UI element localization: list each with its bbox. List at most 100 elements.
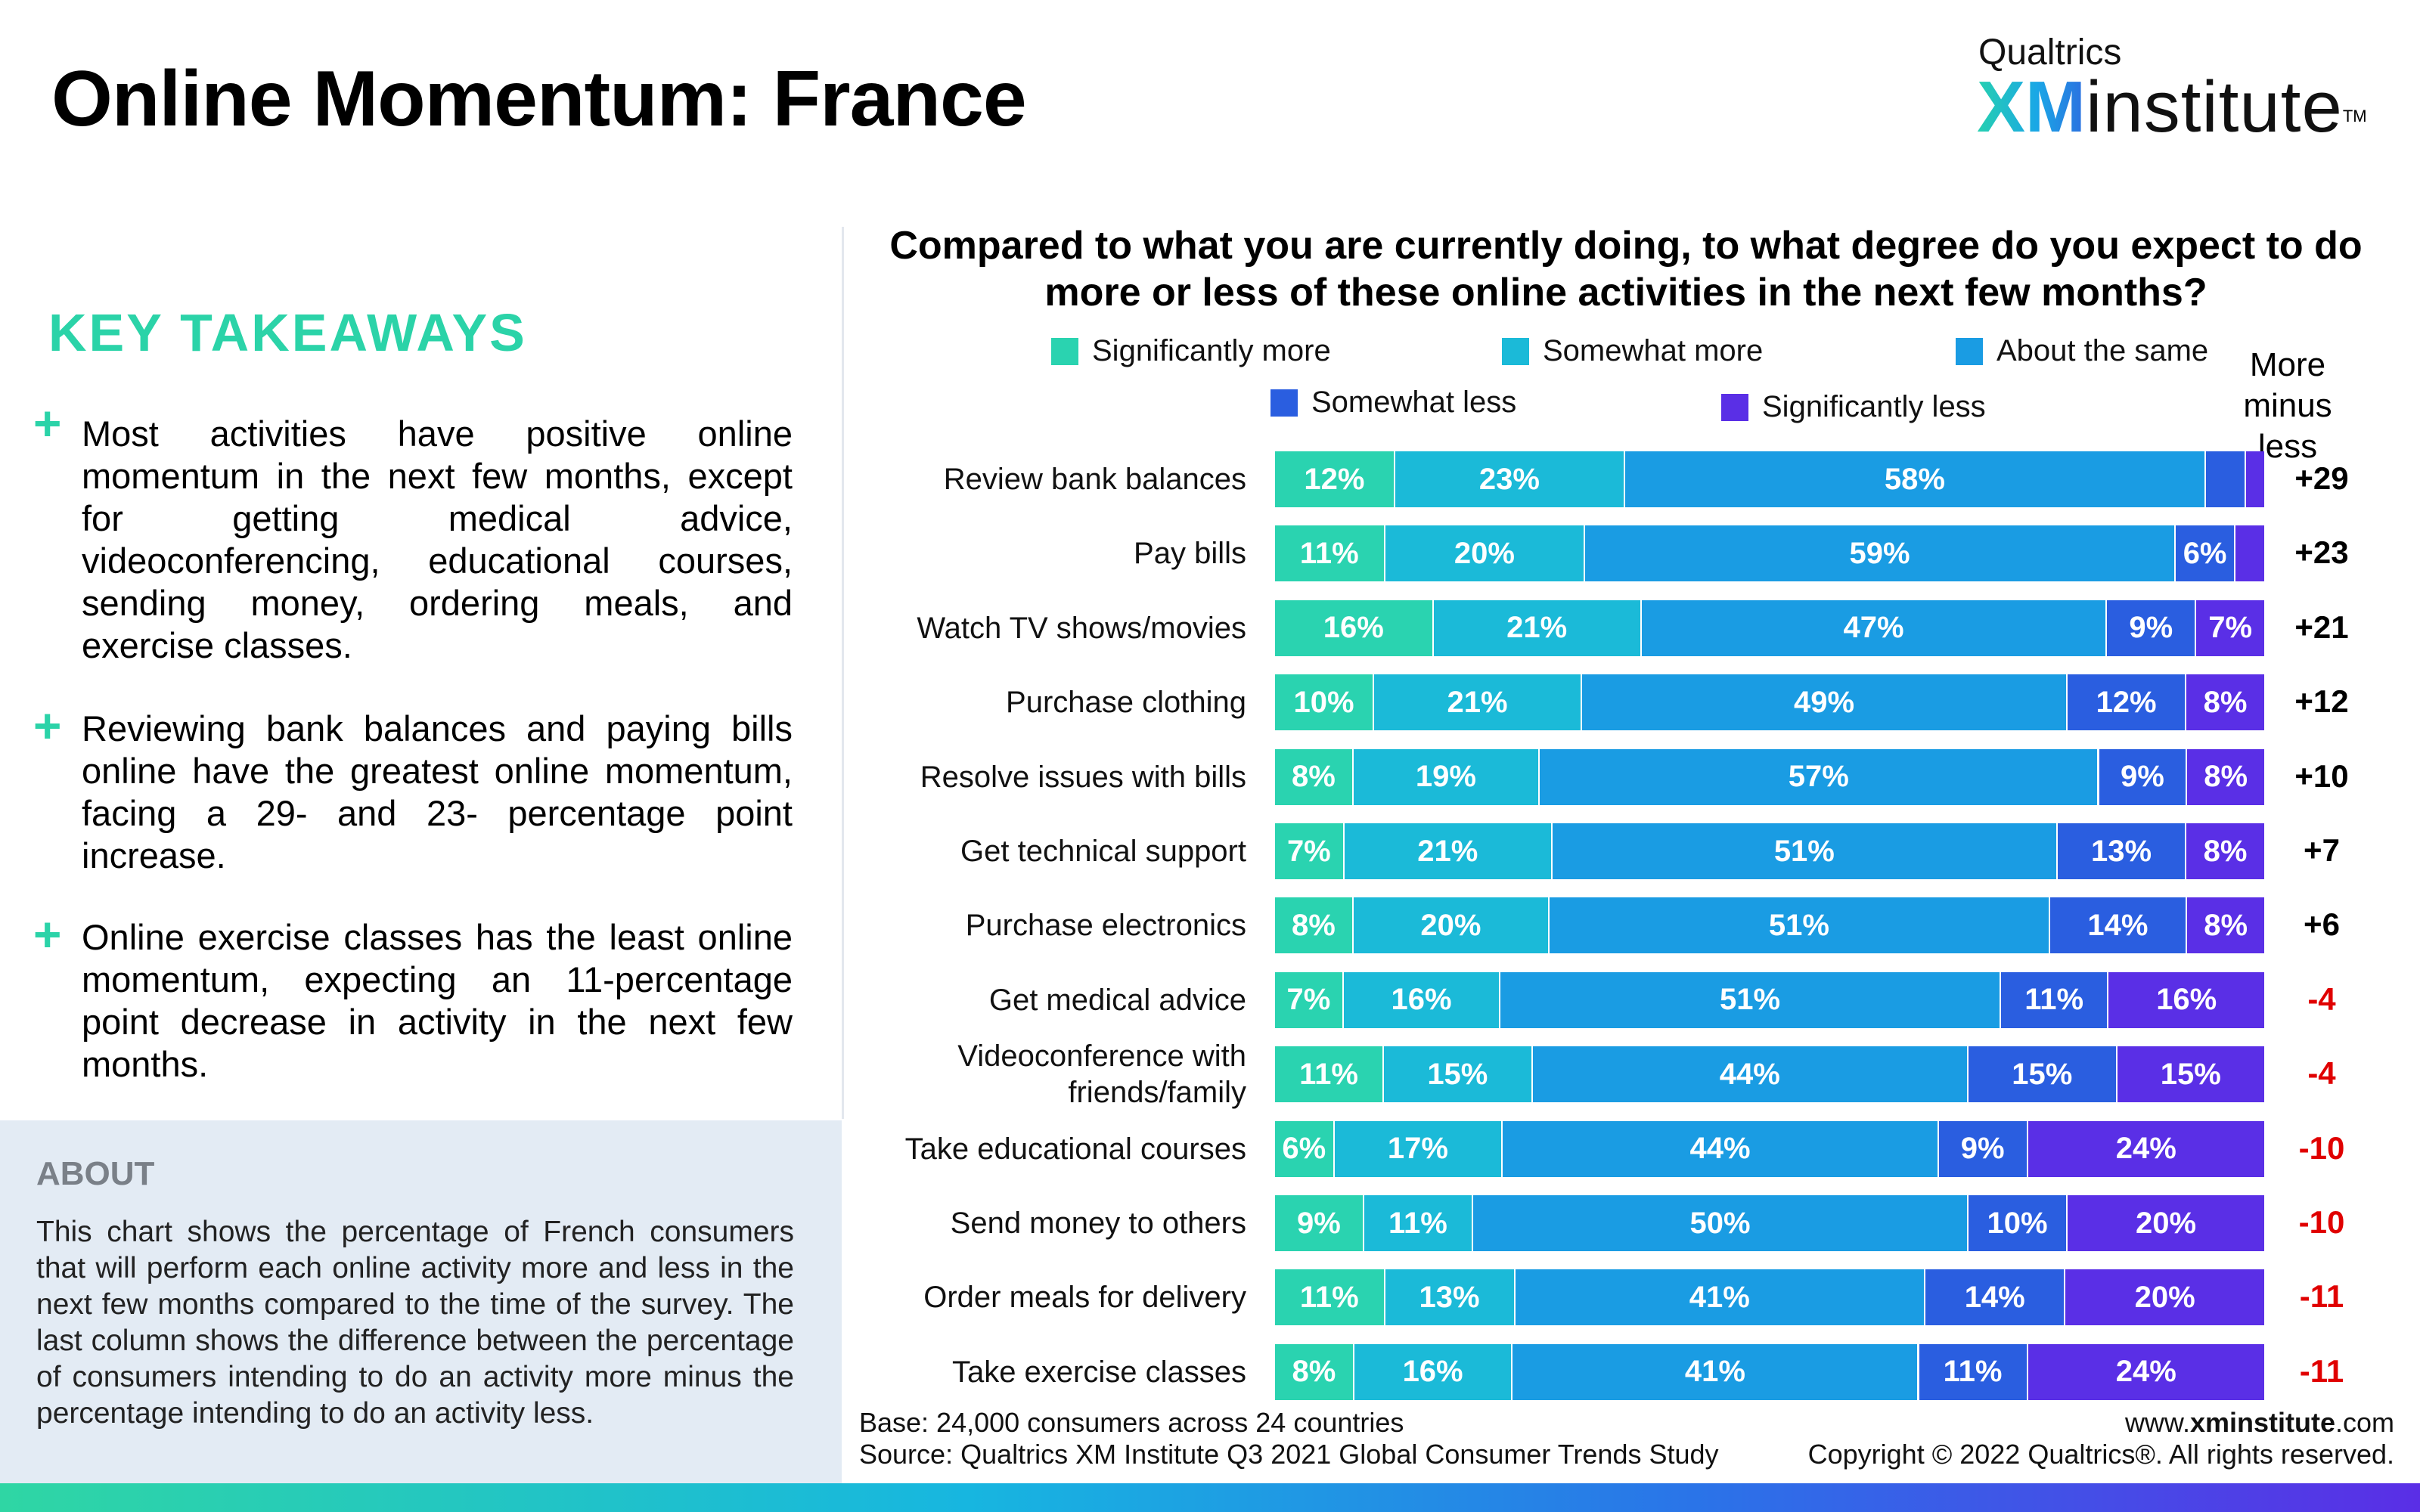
- data-label: 8%: [2203, 685, 2248, 719]
- logo-institute-text: institute: [2086, 67, 2343, 147]
- bar-segment: 15%: [1384, 1046, 1531, 1103]
- data-label: 8%: [2203, 834, 2248, 868]
- data-label: 16%: [1323, 611, 1384, 645]
- legend-swatch: [1721, 394, 1748, 421]
- bar-segment: 11%: [1275, 1046, 1383, 1103]
- bar-segment: 57%: [1540, 748, 2098, 805]
- data-label: 41%: [1684, 1355, 1745, 1389]
- takeaway-2: Reviewing bank balances and paying bills…: [82, 708, 793, 875]
- data-label: 16%: [1391, 983, 1452, 1017]
- legend-significantly-less: Significantly less: [1721, 390, 1986, 424]
- data-label: 7%: [1286, 983, 1331, 1017]
- data-label: 21%: [1447, 685, 1508, 719]
- bar-segment: 8%: [1275, 748, 1352, 805]
- bar-segment: 21%: [1374, 674, 1581, 731]
- category-label: Take exercise classes: [951, 1355, 1246, 1389]
- bar-segment: 47%: [1641, 600, 2106, 656]
- net-value: -4: [2307, 1055, 2336, 1092]
- bar-segment: 41%: [1512, 1343, 1918, 1400]
- category-label: Review bank balances: [943, 463, 1246, 496]
- bar-segment: 44%: [1503, 1120, 1938, 1177]
- bar-segment: 10%: [1275, 674, 1373, 731]
- net-value: -4: [2307, 981, 2336, 1017]
- net-value: -10: [2298, 1204, 2345, 1240]
- bar-segment: 51%: [1552, 823, 2056, 879]
- data-label: 12%: [1304, 462, 1365, 496]
- bar-segment: 20%: [1385, 525, 1584, 582]
- legend-label: Significantly more: [1092, 334, 1331, 367]
- data-label: 41%: [1689, 1280, 1750, 1314]
- bar-segment: 51%: [1500, 971, 2000, 1028]
- bar-segment: 20%: [2068, 1195, 2264, 1251]
- data-label: 51%: [1773, 834, 1835, 868]
- bar-segment: 11%: [1364, 1195, 1472, 1251]
- bar-segment: 24%: [2028, 1343, 2264, 1400]
- data-label: 11%: [1299, 536, 1359, 570]
- xm-institute-logo: XMinstituteTM: [1977, 71, 2367, 144]
- bar-segment: 7%: [1275, 971, 1342, 1028]
- logo-trademark: TM: [2342, 107, 2367, 125]
- panel-divider: [842, 227, 844, 1119]
- bar-segment: 8%: [2187, 748, 2264, 805]
- legend-label: Somewhat less: [1311, 386, 1517, 419]
- about-heading: ABOUT: [36, 1155, 155, 1192]
- bar-segment: 13%: [1385, 1269, 1514, 1326]
- legend-swatch: [1502, 338, 1529, 365]
- category-label: Send money to others: [950, 1207, 1246, 1240]
- data-label: 8%: [1292, 1355, 1336, 1389]
- category-label: Pay bills: [1134, 537, 1246, 571]
- bar-segment: 16%: [1354, 1343, 1512, 1400]
- data-label: 13%: [2091, 834, 2152, 868]
- takeaway-1: Most activities have positive online mom…: [82, 414, 793, 665]
- bar-segment: 11%: [2000, 971, 2108, 1028]
- data-label: 51%: [1720, 983, 1781, 1017]
- data-label: 44%: [1719, 1057, 1780, 1091]
- data-label: 24%: [2115, 1355, 2176, 1389]
- legend-significantly-more: Significantly more: [1051, 334, 1331, 368]
- legend-label: About the same: [1996, 334, 2209, 367]
- data-label: 8%: [1291, 760, 1336, 794]
- bar-segment: 8%: [1275, 1343, 1353, 1400]
- site-domain: xminstitute: [2189, 1407, 2335, 1438]
- data-label: 15%: [1427, 1057, 1488, 1091]
- data-label: 59%: [1849, 536, 1910, 570]
- bar-segment: 50%: [1473, 1195, 1967, 1251]
- bar-segment: 24%: [2028, 1120, 2264, 1177]
- legend-swatch: [1956, 338, 1983, 365]
- bar-segment: 16%: [2108, 971, 2264, 1028]
- data-label: 44%: [1689, 1132, 1751, 1166]
- data-label: 10%: [1987, 1206, 2048, 1240]
- net-value: +10: [2294, 758, 2349, 794]
- data-label: 11%: [1388, 1206, 1447, 1240]
- bar-segment: 9%: [1275, 1195, 1363, 1251]
- website-link[interactable]: www.xminstitute.com: [2125, 1406, 2394, 1439]
- bar-segment: 7%: [2196, 600, 2264, 656]
- data-label: 13%: [1419, 1280, 1480, 1314]
- data-label: 21%: [1506, 611, 1568, 645]
- data-label: 15%: [2160, 1057, 2221, 1091]
- logo-xm-text: XM: [1977, 67, 2086, 147]
- about-text: This chart shows the percentage of Frenc…: [36, 1216, 794, 1430]
- takeaway-3: Online exercise classes has the least on…: [82, 917, 793, 1084]
- data-label: 58%: [1884, 462, 1945, 496]
- data-label: 8%: [1291, 908, 1336, 942]
- data-label: 20%: [1420, 908, 1481, 942]
- data-label: 8%: [2204, 760, 2248, 794]
- bar-segment: 15%: [1969, 1046, 2116, 1103]
- source-note: Source: Qualtrics XM Institute Q3 2021 G…: [859, 1439, 1719, 1470]
- legend-somewhat-more: Somewhat more: [1502, 334, 1763, 368]
- bar-segment: 9%: [1938, 1120, 2027, 1177]
- data-label: 49%: [1794, 685, 1855, 719]
- data-label: 14%: [1964, 1280, 2025, 1314]
- bar-segment: 12%: [2068, 674, 2186, 731]
- bar-segment: 58%: [1625, 451, 2204, 507]
- bar-segment: 17%: [1334, 1120, 1502, 1177]
- bar-segment: [2205, 451, 2245, 507]
- bar-segment: 20%: [2065, 1269, 2264, 1326]
- data-label: 9%: [2120, 760, 2164, 794]
- data-label: 9%: [1297, 1206, 1341, 1240]
- bar-segment: 49%: [1582, 674, 2066, 731]
- bar-segment: 19%: [1353, 748, 1539, 805]
- site-suffix: .com: [2335, 1407, 2394, 1438]
- bar-segment: 14%: [1925, 1269, 2065, 1326]
